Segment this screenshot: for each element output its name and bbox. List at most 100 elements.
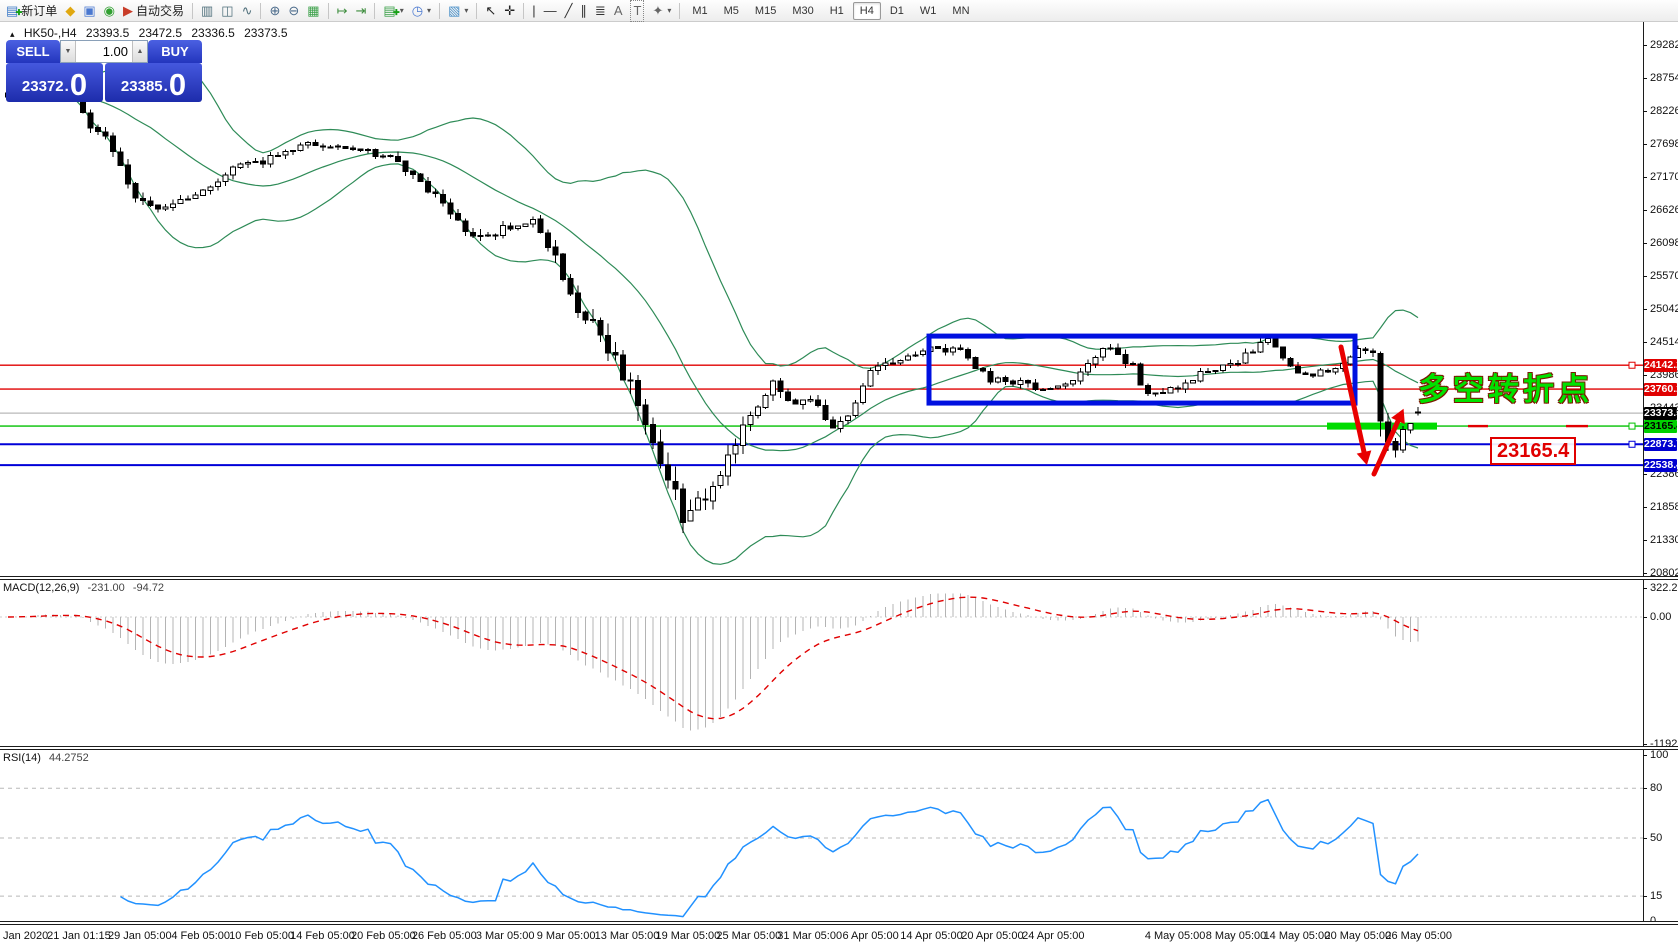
rsi-levels bbox=[0, 787, 1643, 897]
timeframe-button-w1[interactable]: W1 bbox=[919, 4, 937, 17]
panel-divider[interactable] bbox=[0, 921, 1678, 925]
arrows-button[interactable]: ✦ ▾ bbox=[648, 1, 675, 21]
price-chart[interactable] bbox=[0, 22, 1643, 576]
price-tick-label: 29282.0 bbox=[1650, 39, 1678, 51]
time-axis-label: 14 Feb 05:00 bbox=[290, 930, 355, 942]
toolbar-separator bbox=[476, 2, 478, 19]
panel-divider[interactable] bbox=[0, 576, 1678, 580]
tile-windows-button[interactable]: ▦ bbox=[303, 1, 323, 21]
sell-price-point: . bbox=[64, 78, 69, 95]
line-chart-icon: ∿ bbox=[241, 2, 253, 18]
rsi-tick bbox=[1643, 788, 1647, 790]
chart-template-button[interactable]: ▧ ▾ bbox=[444, 1, 472, 21]
add-indicator-button[interactable]: ▤ ✚ ▾ bbox=[379, 1, 407, 21]
chevron-down-icon: ▾ bbox=[399, 6, 404, 15]
rsi-chart[interactable] bbox=[0, 750, 1643, 921]
macd-axis-label: 0.00 bbox=[1650, 611, 1672, 623]
crosshair-button[interactable]: ✛ bbox=[500, 1, 519, 21]
range-rectangle-annotation bbox=[926, 333, 1358, 406]
text-label-icon: T bbox=[630, 0, 645, 22]
zoom-in-icon: ⊕ bbox=[269, 2, 281, 18]
timeframe-button-h4[interactable]: H4 bbox=[852, 1, 881, 20]
cursor-button[interactable]: ↖ bbox=[481, 1, 500, 21]
turning-point-annotation[interactable]: 多空转折点 bbox=[1418, 372, 1593, 407]
panel-divider[interactable] bbox=[0, 746, 1678, 750]
time-axis-label: 9 Mar 05:00 bbox=[536, 930, 596, 942]
volume-input[interactable] bbox=[76, 41, 132, 62]
sell-price-button[interactable]: 23372 . 0 bbox=[6, 63, 103, 102]
trendline-button[interactable]: ╱ bbox=[561, 1, 577, 21]
fibonacci-button[interactable]: ≣ bbox=[591, 1, 610, 21]
price-tick-label: 26098.0 bbox=[1650, 237, 1678, 249]
timeframe-button-m15[interactable]: M15 bbox=[754, 4, 777, 17]
signals-button[interactable]: ◉ bbox=[100, 1, 119, 21]
autotrading-label: 自动交易 bbox=[135, 4, 184, 18]
profiles-chart-button[interactable]: ▣ bbox=[79, 1, 99, 21]
zoom-out-icon: ⊖ bbox=[288, 2, 300, 18]
vertical-line-button[interactable]: | bbox=[528, 1, 539, 21]
volume-increase-button[interactable]: ▲ bbox=[132, 41, 147, 62]
zoom-in-button[interactable]: ⊕ bbox=[265, 1, 284, 21]
text-label-button[interactable]: T bbox=[626, 0, 648, 22]
macd-label: MACD(12,26,9) -231.00 -94.72 bbox=[3, 582, 164, 594]
horizontal-line-button[interactable]: — bbox=[540, 1, 561, 21]
macd-chart[interactable] bbox=[0, 580, 1643, 746]
price-axis: 29282.0 28754.0 28226.0 27698.0 27170.0 26626… bbox=[1643, 22, 1678, 946]
toolbar-separator bbox=[260, 2, 262, 19]
price-tick bbox=[1643, 78, 1647, 79]
time-axis-label: 21 Jan 01:15 bbox=[47, 930, 111, 942]
bar-chart-button[interactable]: ▥ bbox=[197, 1, 217, 21]
zoom-out-button[interactable]: ⊖ bbox=[284, 1, 303, 21]
chart-shift-button[interactable]: ⇥ bbox=[351, 1, 370, 21]
price-tick-label: 21858.0 bbox=[1650, 501, 1678, 513]
toolbar-separator bbox=[191, 2, 193, 19]
time-axis-label: 4 May 05:00 bbox=[1144, 930, 1206, 942]
macd-value: -231.00 bbox=[87, 582, 125, 594]
volume-decrease-button[interactable]: ▼ bbox=[61, 41, 76, 62]
line-chart-button[interactable]: ∿ bbox=[238, 1, 257, 21]
timeframe-button-mn[interactable]: MN bbox=[952, 4, 970, 17]
buy-price-button[interactable]: 23385 . 0 bbox=[105, 63, 202, 102]
timeframe-button-m30[interactable]: M30 bbox=[792, 4, 814, 17]
time-axis-label: 25 Mar 05:00 bbox=[716, 930, 782, 942]
timeframe-button-d1[interactable]: D1 bbox=[889, 4, 904, 17]
text-button[interactable]: A bbox=[610, 1, 627, 21]
time-axis-label: 4 Feb 05:00 bbox=[171, 930, 231, 942]
time-axis-label: 15 Jan 2020 bbox=[0, 930, 49, 942]
toolbar-separator bbox=[327, 2, 329, 19]
macd-tick bbox=[1643, 588, 1647, 589]
price-tag: 22538.4 bbox=[1644, 458, 1677, 472]
rsi-tick bbox=[1643, 838, 1647, 839]
level-price-annotation[interactable]: 23165.4 bbox=[1490, 437, 1577, 465]
price-tick bbox=[1643, 144, 1647, 145]
buy-tab[interactable]: BUY bbox=[148, 40, 202, 63]
one-click-trade-panel: SELL ▼ ▲ BUY 23372 . 0 23385 . 0 bbox=[6, 40, 202, 102]
metaeditor-button[interactable]: ◆ bbox=[61, 1, 79, 21]
bollinger-bands bbox=[7, 44, 1419, 565]
line-handle bbox=[1628, 361, 1636, 369]
volume-control: ▼ ▲ bbox=[60, 40, 148, 63]
auto-scroll-button[interactable]: ↦ bbox=[333, 1, 352, 21]
new-order-button[interactable]: ▤ ✚ 新订单 bbox=[2, 1, 61, 21]
time-axis-label: 3 Mar 05:00 bbox=[475, 930, 535, 942]
time-axis-label: 13 Mar 05:00 bbox=[594, 930, 660, 942]
price-tag: 23760.2 bbox=[1644, 382, 1677, 396]
rsi-label: RSI(14) 44.2752 bbox=[3, 752, 89, 764]
autotrading-button[interactable]: ▶ 自动交易 bbox=[119, 1, 188, 21]
buy-price-main: 23385 bbox=[120, 78, 163, 95]
timeframe-button-m1[interactable]: M1 bbox=[692, 4, 708, 17]
periods-button[interactable]: ◷ ▾ bbox=[408, 1, 435, 21]
metaeditor-icon: ◆ bbox=[65, 2, 76, 18]
timeframe-button-h1[interactable]: H1 bbox=[829, 4, 844, 17]
price-tag: 22873.7 bbox=[1644, 437, 1677, 451]
candlestick-chart-button[interactable]: ◫ bbox=[217, 1, 237, 21]
time-axis-label: 26 May 05:00 bbox=[1385, 930, 1453, 942]
rsi-line bbox=[120, 798, 1419, 918]
sell-tab[interactable]: SELL bbox=[6, 40, 60, 63]
equidistant-channel-button[interactable]: ∥ bbox=[576, 1, 591, 21]
macd-name: MACD(12,26,9) bbox=[3, 582, 80, 594]
timeframe-button-m5[interactable]: M5 bbox=[723, 4, 739, 17]
ohlc-high: 23472.5 bbox=[138, 26, 183, 40]
vertical-line-icon: | bbox=[532, 2, 536, 18]
symbol-marker-icon: ▴ bbox=[10, 29, 15, 39]
